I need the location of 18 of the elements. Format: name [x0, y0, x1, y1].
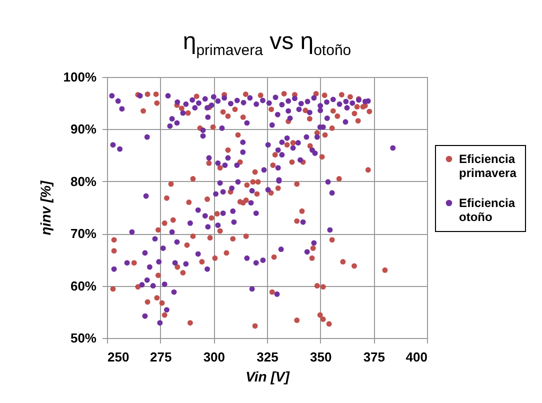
legend-label: Eficiencia otoño — [459, 196, 516, 224]
x-tick-label: 250 — [108, 350, 130, 364]
x-tick-label: 400 — [406, 350, 428, 364]
y-tick-label: 50% — [70, 330, 97, 346]
y-tick-label: 100% — [63, 70, 97, 84]
x-axis-title: Vin [V] — [246, 368, 291, 384]
y-tick-label: 70% — [70, 226, 97, 242]
y-tick-label: 60% — [70, 278, 97, 294]
x-tick-label: 275 — [150, 350, 172, 364]
y-tick-label: 80% — [70, 174, 97, 189]
x-tick-label: 350 — [310, 350, 332, 364]
chart-title: η$_{primavera}$ vs η$_{otoño}$ — [182, 28, 352, 59]
legend-label: Eficiencia primavera — [459, 152, 517, 180]
x-tick-label: 300 — [203, 350, 226, 364]
x-tick-label: 325 — [256, 350, 278, 364]
y-tick-label: 90% — [70, 122, 97, 137]
x-tick-label: 375 — [363, 350, 386, 364]
y-axis-title: ηinv [%] — [37, 179, 54, 236]
